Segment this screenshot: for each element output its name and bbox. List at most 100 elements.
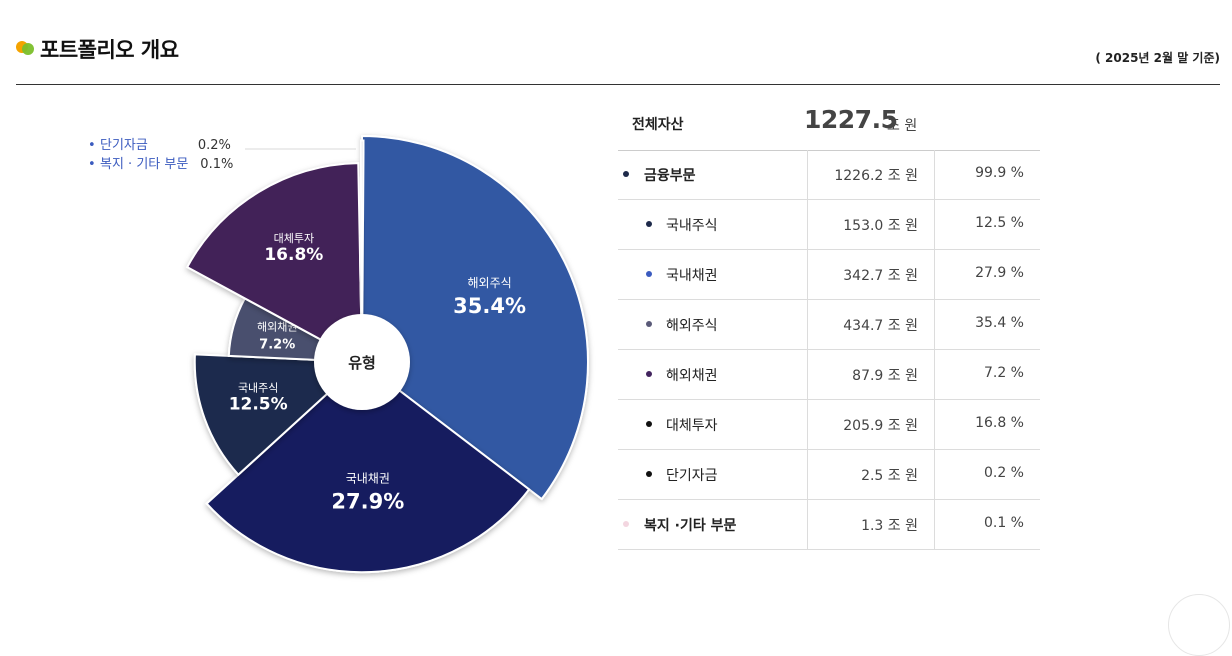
pie-center-label: 유형: [348, 354, 376, 372]
asset-amount: 434.7 조 원: [843, 318, 918, 334]
asset-amount-cell: 2.5 조 원: [808, 450, 935, 499]
table-row: 국내채권 342.7 조 원 27.9 %: [618, 250, 1040, 300]
small-slice-legend: • 단기자금 0.2% • 복지 · 기타 부문 0.1%: [88, 136, 233, 174]
slice-value-label: 35.4%: [453, 294, 526, 318]
slice-value-label: 16.8%: [264, 245, 323, 265]
total-assets-value: 1227.5: [804, 105, 898, 134]
asset-name: 복지 ·기타 부문: [644, 518, 737, 534]
small-legend-value: 0.1%: [200, 157, 234, 172]
asset-percent: 0.1 %: [983, 515, 1024, 531]
pie-slice-1[interactable]: [205, 360, 531, 574]
asset-name: 단기자금: [666, 468, 718, 484]
asset-percent-cell: 7.2 %: [935, 350, 1040, 399]
table-row: 복지 ·기타 부문 1.3 조 원 0.1 %: [618, 500, 1040, 550]
asset-name-cell: 복지 ·기타 부문: [618, 500, 808, 549]
asset-percent-cell: 27.9 %: [935, 250, 1040, 299]
scroll-top-button[interactable]: [1168, 594, 1230, 656]
bullet-icon: •: [88, 138, 96, 153]
asset-name-cell: 국내주식: [618, 200, 808, 249]
asset-percent-cell: 35.4 %: [935, 300, 1040, 349]
asset-amount: 2.5 조 원: [861, 468, 918, 484]
asset-percent: 12.5 %: [975, 215, 1024, 231]
asset-percent: 7.2 %: [983, 365, 1024, 381]
asset-amount-cell: 205.9 조 원: [808, 400, 935, 449]
bullet-icon: [646, 271, 652, 277]
asset-name: 해외채권: [666, 368, 718, 384]
asset-amount: 1226.2 조 원: [834, 168, 918, 184]
asset-name-cell: 국내채권: [618, 250, 808, 299]
logo-dot-green: [22, 43, 34, 55]
asset-name: 국내주식: [666, 218, 718, 234]
small-legend-label: 복지 · 기타 부문: [100, 157, 189, 172]
slice-label: 국내주식: [238, 382, 278, 395]
table-row: 대체투자 205.9 조 원 16.8 %: [618, 400, 1040, 450]
slice-value-label: 7.2%: [259, 337, 295, 352]
small-legend-value: 0.2%: [197, 138, 231, 153]
asset-amount: 342.7 조 원: [843, 268, 918, 284]
asset-amount-cell: 153.0 조 원: [808, 200, 935, 249]
pie-slice-4[interactable]: [185, 162, 364, 364]
table-row: 해외채권 87.9 조 원 7.2 %: [618, 350, 1040, 400]
pie-center-hole: [314, 314, 410, 410]
asset-amount: 87.9 조 원: [852, 368, 918, 384]
bullet-icon: [623, 171, 629, 177]
pie-slice-6[interactable]: [359, 139, 365, 363]
logo-icon: [16, 41, 34, 55]
asset-amount: 205.9 조 원: [843, 418, 918, 434]
asset-amount-cell: 342.7 조 원: [808, 250, 935, 299]
asset-percent: 99.9 %: [975, 165, 1024, 181]
bullet-icon: [646, 471, 652, 477]
asset-percent-cell: 0.2 %: [935, 450, 1040, 499]
slice-label: 해외주식: [468, 276, 512, 290]
asset-percent-cell: 0.1 %: [935, 500, 1040, 549]
basis-date: ( 2025년 2월 말 기준): [1095, 51, 1220, 65]
bullet-icon: [646, 421, 652, 427]
bullet-icon: •: [88, 157, 96, 172]
asset-name-cell: 해외채권: [618, 350, 808, 399]
bullet-icon: [646, 221, 652, 227]
asset-percent-cell: 12.5 %: [935, 200, 1040, 249]
asset-amount-cell: 434.7 조 원: [808, 300, 935, 349]
asset-amount: 1.3 조 원: [861, 518, 918, 534]
asset-amount: 153.0 조 원: [843, 218, 918, 234]
asset-percent: 27.9 %: [975, 265, 1024, 281]
table-row: 국내주식 153.0 조 원 12.5 %: [618, 200, 1040, 250]
portfolio-chart: 해외주식 35.4% 국내채권 27.9% 국내주식 12.5% 해외채권 7.2% 대체투자 1…: [60, 100, 620, 600]
small-legend-label: 단기자금: [100, 138, 148, 153]
slice-label: 국내채권: [346, 471, 390, 485]
slice-label: 대체투자: [274, 232, 314, 245]
asset-percent: 0.2 %: [983, 465, 1024, 481]
asset-name: 금융부문: [644, 168, 696, 184]
total-assets-label: 전체자산: [632, 117, 684, 133]
asset-name: 국내채권: [666, 268, 718, 284]
total-assets: 전체자산 1227.5 조 원: [618, 98, 1040, 151]
small-legend-row: • 복지 · 기타 부문 0.1%: [88, 155, 233, 174]
slice-value-label: 27.9%: [331, 489, 404, 513]
table-row: 단기자금 2.5 조 원 0.2 %: [618, 450, 1040, 500]
bullet-icon: [646, 321, 652, 327]
asset-name-cell: 금융부문: [618, 150, 808, 199]
asset-percent-cell: 99.9 %: [935, 150, 1040, 199]
page-title: 포트폴리오 개요: [40, 38, 179, 62]
asset-name: 대체투자: [666, 418, 718, 434]
asset-name-cell: 해외주식: [618, 300, 808, 349]
asset-percent: 35.4 %: [975, 315, 1024, 331]
asset-amount-cell: 1226.2 조 원: [808, 150, 935, 199]
bullet-icon: [646, 371, 652, 377]
asset-name: 해외주식: [666, 318, 718, 334]
section-header: 포트폴리오 개요 ( 2025년 2월 말 기준): [16, 30, 1220, 85]
bullet-icon: [623, 521, 629, 527]
asset-percent-cell: 16.8 %: [935, 400, 1040, 449]
slice-label: 해외채권: [257, 319, 297, 333]
table-row: 금융부문 1226.2 조 원 99.9 %: [618, 150, 1040, 200]
pie-slice-0[interactable]: [361, 134, 589, 501]
asset-amount-cell: 87.9 조 원: [808, 350, 935, 399]
asset-name-cell: 단기자금: [618, 450, 808, 499]
asset-table: 금융부문 1226.2 조 원 99.9 % 국내주식 153.0 조 원 12.5 % 국…: [618, 150, 1040, 550]
total-assets-unit: 조 원: [887, 118, 918, 134]
asset-name-cell: 대체투자: [618, 400, 808, 449]
asset-amount-cell: 1.3 조 원: [808, 500, 935, 549]
table-row: 해외주식 434.7 조 원 35.4 %: [618, 300, 1040, 350]
small-legend-row: • 단기자금 0.2%: [88, 136, 233, 155]
